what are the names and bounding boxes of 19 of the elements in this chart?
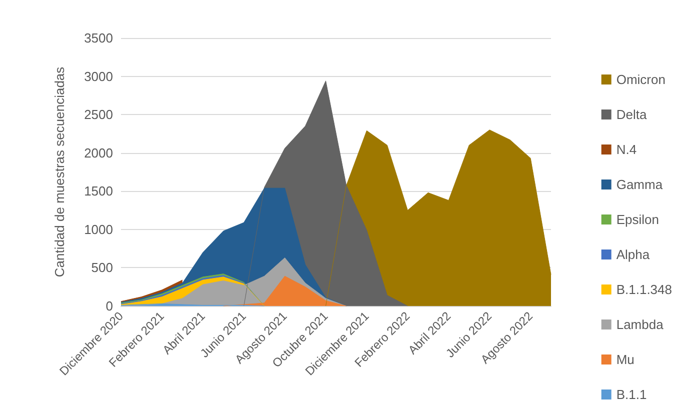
y-tick-label: 3500 xyxy=(84,30,113,46)
y-tick-label: 2000 xyxy=(84,145,113,160)
legend-label: Omicron xyxy=(616,72,666,87)
legend-label: Mu xyxy=(616,352,634,367)
legend-label: Lambda xyxy=(616,317,664,332)
legend-label: Delta xyxy=(616,107,648,122)
legend-label: B.1.1 xyxy=(616,387,647,402)
legend-label: Alpha xyxy=(616,247,650,262)
y-tick-label: 0 xyxy=(106,298,113,314)
y-tick-label: 3000 xyxy=(84,68,113,84)
y-axis-title: Cantidad de muestras secuenciadas xyxy=(52,66,67,278)
y-tick-label: 1000 xyxy=(84,222,113,237)
y-tick-label: 1500 xyxy=(84,184,113,199)
y-tick-label: 500 xyxy=(91,260,113,276)
y-tick-label: 2500 xyxy=(84,107,113,122)
legend-label: N.4 xyxy=(616,142,637,157)
legend-label: B.1.1.348 xyxy=(616,282,672,297)
legend-label: Gamma xyxy=(616,177,664,192)
legend-label: Epsilon xyxy=(616,212,659,227)
